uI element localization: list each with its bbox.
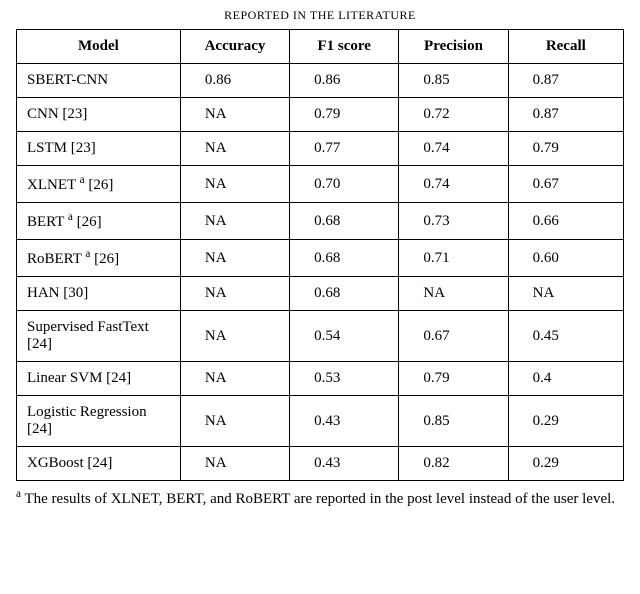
col-precision: Precision <box>399 30 508 64</box>
cell-f1: 0.86 <box>290 64 399 98</box>
cell-recall: NA <box>508 277 623 311</box>
cell-accuracy: NA <box>180 277 289 311</box>
cell-accuracy: NA <box>180 447 289 481</box>
cell-accuracy: 0.86 <box>180 64 289 98</box>
col-model: Model <box>17 30 181 64</box>
cell-accuracy: NA <box>180 311 289 362</box>
table-row: XLNET a [26]NA0.700.740.67 <box>17 166 624 203</box>
results-table: Model Accuracy F1 score Precision Recall… <box>16 29 624 481</box>
cell-precision: 0.74 <box>399 166 508 203</box>
cell-recall: 0.87 <box>508 98 623 132</box>
cell-precision: 0.79 <box>399 362 508 396</box>
cell-precision: 0.85 <box>399 64 508 98</box>
cell-recall: 0.67 <box>508 166 623 203</box>
table-row: RoBERT a [26]NA0.680.710.60 <box>17 240 624 277</box>
cell-precision: 0.67 <box>399 311 508 362</box>
cell-f1: 0.68 <box>290 240 399 277</box>
cell-f1: 0.70 <box>290 166 399 203</box>
cell-precision: 0.73 <box>399 203 508 240</box>
cell-f1: 0.77 <box>290 132 399 166</box>
table-body: SBERT-CNN0.860.860.850.87CNN [23]NA0.790… <box>17 64 624 481</box>
cell-accuracy: NA <box>180 166 289 203</box>
cell-model: XGBoost [24] <box>17 447 181 481</box>
cell-recall: 0.29 <box>508 396 623 447</box>
table-caption-top: REPORTED IN THE LITERATURE <box>16 8 624 23</box>
cell-recall: 0.66 <box>508 203 623 240</box>
cell-model: RoBERT a [26] <box>17 240 181 277</box>
cell-f1: 0.43 <box>290 447 399 481</box>
col-accuracy: Accuracy <box>180 30 289 64</box>
table-row: SBERT-CNN0.860.860.850.87 <box>17 64 624 98</box>
cell-f1: 0.79 <box>290 98 399 132</box>
col-recall: Recall <box>508 30 623 64</box>
table-row: LSTM [23]NA0.770.740.79 <box>17 132 624 166</box>
cell-accuracy: NA <box>180 240 289 277</box>
cell-recall: 0.79 <box>508 132 623 166</box>
cell-accuracy: NA <box>180 396 289 447</box>
cell-recall: 0.29 <box>508 447 623 481</box>
cell-accuracy: NA <box>180 203 289 240</box>
cell-recall: 0.87 <box>508 64 623 98</box>
cell-model: SBERT-CNN <box>17 64 181 98</box>
cell-model: Logistic Regression [24] <box>17 396 181 447</box>
cell-precision: 0.82 <box>399 447 508 481</box>
cell-precision: NA <box>399 277 508 311</box>
table-row: Linear SVM [24]NA0.530.790.4 <box>17 362 624 396</box>
table-row: BERT a [26]NA0.680.730.66 <box>17 203 624 240</box>
cell-accuracy: NA <box>180 362 289 396</box>
cell-f1: 0.68 <box>290 277 399 311</box>
table-row: Logistic Regression [24]NA0.430.850.29 <box>17 396 624 447</box>
table-footnote: a The results of XLNET, BERT, and RoBERT… <box>16 487 624 509</box>
cell-model: XLNET a [26] <box>17 166 181 203</box>
table-row: HAN [30]NA0.68NANA <box>17 277 624 311</box>
cell-f1: 0.43 <box>290 396 399 447</box>
cell-model: HAN [30] <box>17 277 181 311</box>
cell-precision: 0.85 <box>399 396 508 447</box>
cell-recall: 0.4 <box>508 362 623 396</box>
table-row: Supervised FastText [24]NA0.540.670.45 <box>17 311 624 362</box>
table-row: XGBoost [24]NA0.430.820.29 <box>17 447 624 481</box>
cell-f1: 0.68 <box>290 203 399 240</box>
cell-precision: 0.72 <box>399 98 508 132</box>
cell-precision: 0.74 <box>399 132 508 166</box>
cell-accuracy: NA <box>180 98 289 132</box>
cell-model: LSTM [23] <box>17 132 181 166</box>
cell-f1: 0.53 <box>290 362 399 396</box>
cell-model: BERT a [26] <box>17 203 181 240</box>
cell-model: Supervised FastText [24] <box>17 311 181 362</box>
cell-accuracy: NA <box>180 132 289 166</box>
cell-f1: 0.54 <box>290 311 399 362</box>
cell-precision: 0.71 <box>399 240 508 277</box>
col-f1: F1 score <box>290 30 399 64</box>
table-row: CNN [23]NA0.790.720.87 <box>17 98 624 132</box>
table-header-row: Model Accuracy F1 score Precision Recall <box>17 30 624 64</box>
cell-model: CNN [23] <box>17 98 181 132</box>
cell-recall: 0.60 <box>508 240 623 277</box>
cell-recall: 0.45 <box>508 311 623 362</box>
cell-model: Linear SVM [24] <box>17 362 181 396</box>
